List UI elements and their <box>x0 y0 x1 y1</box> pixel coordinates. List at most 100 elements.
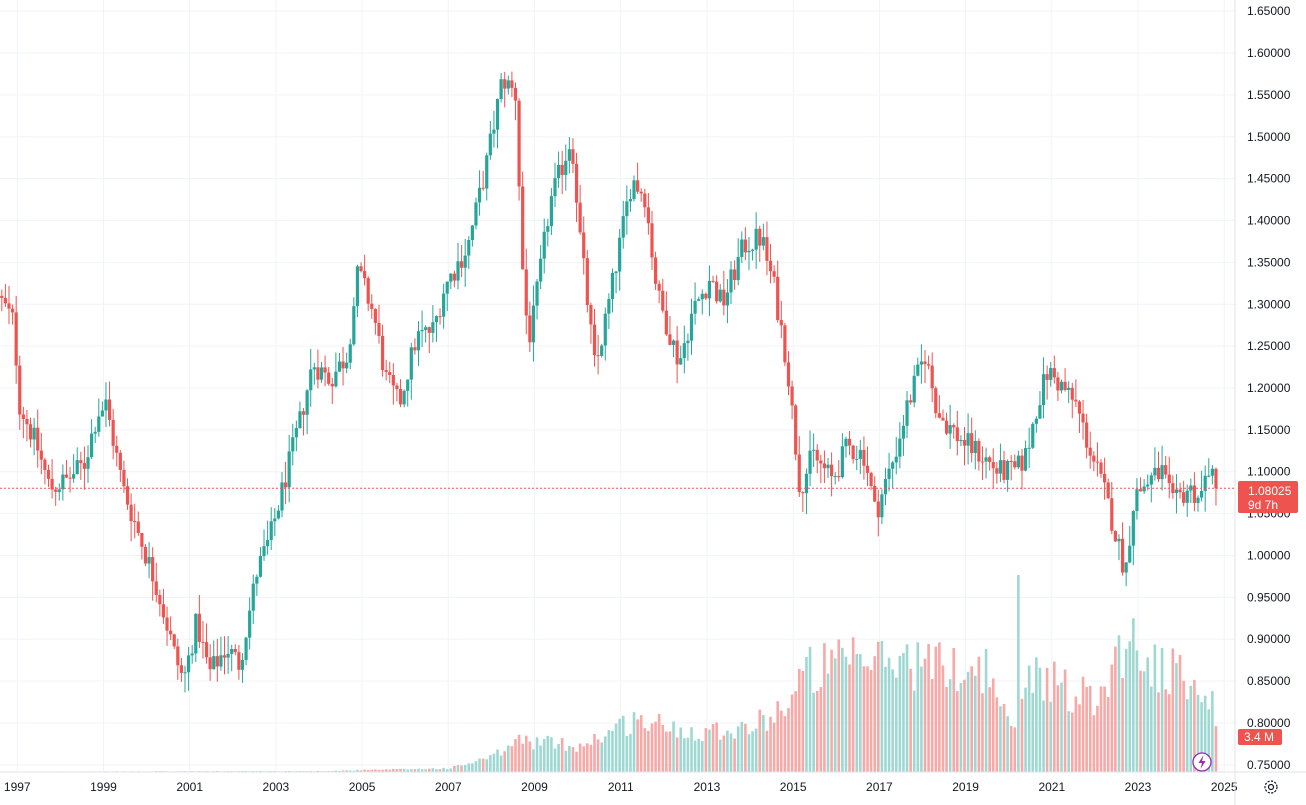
candle-body <box>64 474 69 478</box>
volume-bar <box>891 669 894 772</box>
volume-bar <box>984 648 988 772</box>
candle-body <box>1160 465 1164 480</box>
candle-body <box>1099 462 1103 474</box>
volume-bar <box>427 768 431 772</box>
volume-bar <box>287 770 291 772</box>
candle-body <box>556 164 561 179</box>
candle-body <box>427 327 431 333</box>
candle-body <box>542 231 546 259</box>
y-axis[interactable]: 1.65000 1.60000 1.55000 1.50000 1.45000 1.400… <box>1247 4 1291 772</box>
x-tick-label: 2015 <box>780 780 807 794</box>
candle-body <box>334 371 338 387</box>
candle-body <box>1142 486 1146 492</box>
candle-body <box>1059 381 1064 391</box>
x-tick-label: 1999 <box>90 780 117 794</box>
candle-body <box>1131 511 1135 546</box>
volume-bar <box>1063 669 1067 772</box>
candle-body <box>1138 489 1143 492</box>
candle-body <box>442 293 446 317</box>
candle-body <box>725 292 730 306</box>
candle-body <box>747 250 751 253</box>
candlesticks <box>0 71 1218 693</box>
volume-bar <box>876 641 880 772</box>
volume-bar <box>503 751 507 772</box>
lightning-icon[interactable] <box>1192 752 1212 772</box>
candle-body <box>592 324 597 356</box>
candle-body <box>158 594 162 605</box>
candle-body <box>1074 399 1078 402</box>
x-tick-label: 2013 <box>694 780 721 794</box>
candle-body <box>837 475 841 478</box>
candle-body <box>689 313 694 341</box>
candle-body <box>905 400 909 426</box>
candle-body <box>589 305 593 325</box>
volume-bar <box>851 637 855 772</box>
volume-bar <box>506 745 510 772</box>
volume-bar <box>726 730 729 772</box>
candle-body <box>262 546 266 556</box>
volume-bar <box>1193 679 1196 772</box>
volume-bar <box>463 765 467 772</box>
candle-body <box>330 383 334 387</box>
candle-body <box>416 331 421 351</box>
candle-body <box>46 469 51 479</box>
candle-body <box>984 457 988 462</box>
candle-body <box>1156 467 1161 480</box>
candle-body <box>316 367 320 380</box>
volume-bar <box>661 725 665 772</box>
volume-bar <box>654 721 657 772</box>
volume-bar <box>478 758 481 772</box>
volume-label: 3.4 M <box>1244 730 1274 744</box>
candle-body <box>133 521 137 523</box>
candle-body <box>79 460 83 464</box>
candle-body <box>898 438 902 457</box>
x-tick-label: 2021 <box>1038 780 1065 794</box>
candle-body <box>768 260 773 272</box>
candle-body <box>309 369 313 391</box>
volume-bar <box>801 670 805 772</box>
candle-body <box>779 320 783 326</box>
volume-bar <box>542 739 546 772</box>
candle-body <box>621 216 625 238</box>
volume-bar <box>995 697 999 772</box>
volume-bar <box>564 750 568 772</box>
candle-body <box>50 478 54 490</box>
candle-body <box>1031 423 1035 448</box>
candle-body <box>1207 475 1211 477</box>
candle-body <box>1199 490 1204 498</box>
volume-bar <box>675 737 679 772</box>
volume-bar <box>941 665 945 772</box>
candle-body <box>628 198 633 202</box>
volume-bar <box>1160 647 1164 772</box>
volume-bar <box>647 730 650 772</box>
candle-body <box>186 655 191 673</box>
candle-body <box>248 610 252 638</box>
settings-gear-icon[interactable] <box>1264 780 1278 794</box>
candle-body <box>467 239 471 256</box>
candle-body <box>858 449 862 459</box>
volume-bar <box>1139 670 1142 772</box>
volume-bar <box>665 731 668 772</box>
candle-body <box>750 249 755 251</box>
candle-body <box>201 641 205 643</box>
volume-bar <box>780 710 783 772</box>
candle-body <box>887 468 891 479</box>
candle-body <box>517 100 521 187</box>
candle-body <box>962 439 967 446</box>
candle-body <box>312 367 316 370</box>
volume-bar <box>956 691 959 772</box>
volume-bar <box>510 746 514 772</box>
candle-body <box>801 492 805 494</box>
candle-body <box>1182 492 1186 503</box>
volume-bar <box>596 739 600 772</box>
candle-body <box>653 257 658 284</box>
volume-bar <box>532 749 535 772</box>
volume-bar <box>938 642 941 772</box>
volume-bar <box>589 744 593 772</box>
volume-bar <box>345 770 348 772</box>
candle-body <box>650 223 654 258</box>
candle-body <box>43 459 47 470</box>
candle-body <box>743 239 747 253</box>
